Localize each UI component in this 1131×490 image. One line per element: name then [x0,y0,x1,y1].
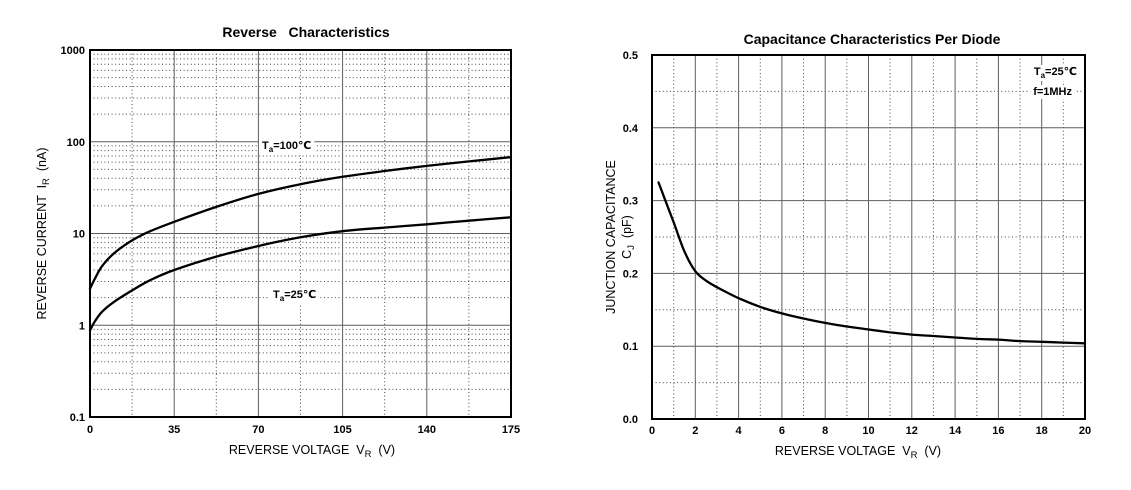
plot-border [89,49,512,418]
annotation-backing [1030,65,1080,81]
y-tick-label: 0.0 [623,414,638,426]
y-tick-label: 1 [79,320,85,332]
y-axis-label: JUNCTION CAPACITANCE [604,160,618,314]
x-tick-labels: 0 2 4 6 8 10 12 14 16 18 20 [649,425,1091,437]
annotation-1: Ta=25℃ [1034,66,1077,80]
chart-title: Reverse Characteristics [222,24,390,40]
chart-title: Capacitance Characteristics Per Diode [744,31,1001,47]
annotation-backing [259,139,315,155]
x-tick-label: 140 [418,424,436,436]
x-tick-label: 14 [949,425,962,437]
y-tick-label: 0.1 [70,412,85,424]
x-axis-label: REVERSE VOLTAGE VR (V) [775,444,941,461]
annotation-2: f=1MHz [1033,86,1072,98]
reverse-characteristics-figure: 0 35 70 105 140 175 0.1 1 10 100 1000 Reverse Chara… [0,0,565,490]
x-axis-label: REVERSE VOLTAGE VR (V) [229,443,395,460]
major-grid [652,55,1085,419]
y-axis-label: CJ (pF) [620,215,637,259]
x-tick-label: 10 [862,425,874,437]
x-tick-label: 4 [736,425,743,437]
x-tick-label: 8 [822,425,828,437]
reverse-characteristics-chart: 0 35 70 105 140 175 0.1 1 10 100 1000 Reverse Chara… [35,24,520,460]
y-tick-label: 0.4 [623,123,639,135]
y-tick-label: 0.1 [623,341,638,353]
y-tick-label: 10 [73,229,85,241]
x-tick-label: 105 [333,424,351,436]
x-tick-label: 0 [649,425,655,437]
y-tick-label: 0.2 [623,268,638,280]
x-tick-label: 16 [992,425,1004,437]
y-tick-label: 0.5 [623,50,638,62]
y-tick-label: 0.3 [623,196,638,208]
annotation-1: Ta=100℃ [262,140,311,154]
y-tick-labels: 0.0 0.1 0.2 0.3 0.4 0.5 [623,50,639,426]
cj-25c-curve [657,181,1087,345]
capacitance-characteristics-figure: 0 2 4 6 8 10 12 14 16 18 20 0.0 0.1 0.2 0.3 0.4 0.5 Capac… [565,0,1131,490]
x-tick-label: 175 [502,424,520,436]
y-tick-labels: 0.1 1 10 100 1000 [61,45,85,424]
x-tick-label: 2 [692,425,698,437]
y-tick-label: 100 [67,137,85,149]
annotation-2: Ta=25℃ [273,289,316,303]
ta-100c-curve [88,155,513,290]
capacitance-characteristics-chart: 0 2 4 6 8 10 12 14 16 18 20 0.0 0.1 0.2 0.3 0.4 0.5 Capac… [604,31,1091,461]
x-tick-label: 70 [252,424,264,436]
plot-border [651,54,1086,420]
x-tick-label: 12 [906,425,918,437]
y-axis-label: REVERSE CURRENT IR (nA) [35,148,52,320]
ta-25c-curve [88,216,513,332]
annotation-backing [270,288,320,304]
y-tick-label: 1000 [61,45,85,57]
x-tick-label: 20 [1079,425,1091,437]
x-tick-label: 0 [87,424,93,436]
x-tick-label: 18 [1036,425,1048,437]
major-grid [90,50,511,417]
x-tick-label: 6 [779,425,785,437]
annotation-backing [1030,85,1076,99]
x-tick-labels: 0 35 70 105 140 175 [87,424,520,436]
x-tick-label: 35 [168,424,180,436]
